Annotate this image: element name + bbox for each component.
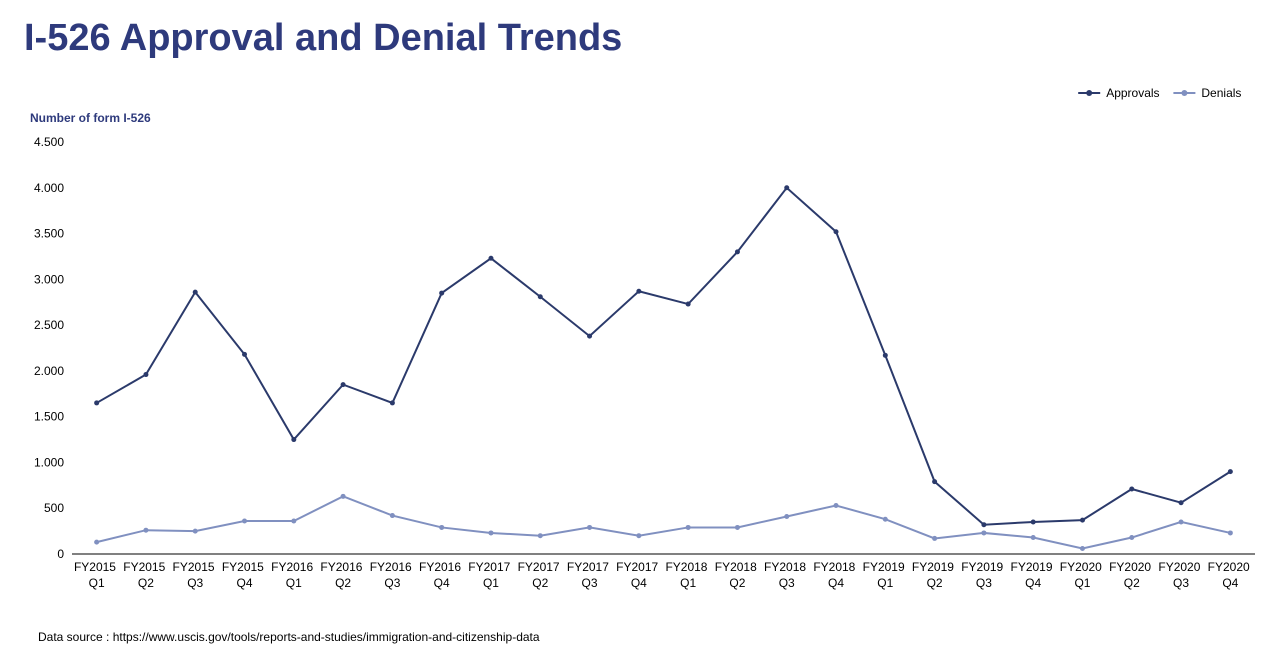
- y-tick-label: 4.000: [34, 181, 64, 195]
- point: [291, 518, 297, 524]
- x-tick-label: FY2019 Q3: [961, 560, 1006, 590]
- point: [488, 255, 494, 261]
- point: [882, 516, 888, 522]
- point: [587, 524, 593, 530]
- point: [143, 372, 149, 378]
- point: [734, 249, 740, 255]
- x-tick-label: FY2016 Q1: [271, 560, 316, 590]
- y-tick-label: 1.500: [34, 410, 64, 424]
- point: [537, 533, 543, 539]
- point: [340, 493, 346, 499]
- x-tick-label: FY2020 Q3: [1158, 560, 1203, 590]
- point: [1030, 535, 1036, 541]
- x-tick-label: FY2016 Q4: [419, 560, 464, 590]
- x-tick-label: FY2018 Q1: [665, 560, 710, 590]
- y-tick-label: 3.000: [34, 272, 64, 286]
- x-tick-label: FY2018 Q4: [813, 560, 858, 590]
- x-tick-label: FY2015 Q4: [222, 560, 267, 590]
- series-line: [96, 495, 1231, 550]
- x-tick-label: FY2017 Q4: [616, 560, 661, 590]
- point: [636, 288, 642, 294]
- legend-swatch: [1086, 90, 1093, 96]
- point: [94, 539, 100, 545]
- point: [340, 382, 346, 388]
- y-tick-label: 2.000: [34, 364, 64, 378]
- x-tick-label: FY2019 Q1: [863, 560, 908, 590]
- x-tick-label: FY2020 Q2: [1109, 560, 1154, 590]
- y-tick-label: 4.500: [34, 135, 64, 149]
- point: [192, 289, 198, 295]
- x-tick-label: FY2016 Q2: [320, 560, 365, 590]
- legend-label: Denials: [1201, 86, 1241, 100]
- x-tick-label: FY2017 Q1: [468, 560, 513, 590]
- point: [685, 524, 691, 530]
- y-tick-label: 2.500: [34, 318, 64, 332]
- point: [1178, 500, 1184, 506]
- y-tick-label: 1.000: [34, 455, 64, 469]
- x-tick-label: FY2019 Q4: [1011, 560, 1056, 590]
- x-tick-label: FY2020 Q4: [1208, 560, 1253, 590]
- point: [1129, 535, 1135, 541]
- point: [784, 185, 790, 191]
- point: [1129, 486, 1135, 492]
- point: [981, 522, 987, 528]
- point: [488, 530, 494, 536]
- point: [94, 400, 100, 406]
- y-tick-label: 0: [57, 547, 64, 561]
- point: [833, 502, 839, 508]
- point: [784, 513, 790, 519]
- point: [1030, 519, 1036, 525]
- point: [389, 400, 395, 406]
- x-tick-label: FY2018 Q2: [715, 560, 760, 590]
- series-line: [96, 186, 1231, 526]
- point: [439, 290, 445, 296]
- point: [587, 333, 593, 339]
- x-tick-label: FY2017 Q2: [518, 560, 563, 590]
- x-tick-label: FY2017 Q3: [567, 560, 612, 590]
- x-tick-label: FY2020 Q1: [1060, 560, 1105, 590]
- point: [242, 351, 248, 357]
- point: [143, 527, 149, 533]
- point: [1079, 517, 1085, 523]
- point: [636, 533, 642, 539]
- point: [981, 530, 987, 536]
- x-tick-label: FY2019 Q2: [912, 560, 957, 590]
- point: [537, 294, 543, 300]
- x-tick-label: FY2015 Q2: [123, 560, 168, 590]
- x-tick-label: FY2015 Q1: [74, 560, 119, 590]
- point: [833, 229, 839, 235]
- point: [192, 528, 198, 534]
- x-tick-label: FY2016 Q3: [370, 560, 415, 590]
- point: [1079, 546, 1085, 552]
- legend-swatch: [1181, 90, 1188, 96]
- point: [932, 535, 938, 541]
- point: [242, 518, 248, 524]
- y-axis-label: Number of form I-526: [30, 111, 151, 125]
- point: [685, 301, 691, 307]
- point: [1227, 530, 1233, 536]
- point: [439, 524, 445, 530]
- point: [734, 524, 740, 530]
- x-tick-label: FY2015 Q3: [173, 560, 218, 590]
- x-tick-label: FY2018 Q3: [764, 560, 809, 590]
- chart-title: I-526 Approval and Denial Trends: [24, 17, 622, 59]
- y-tick-label: 3.500: [34, 227, 64, 241]
- source-note: Data source : https://www.uscis.gov/tool…: [38, 630, 540, 644]
- point: [882, 352, 888, 358]
- point: [1227, 469, 1233, 475]
- point: [932, 479, 938, 485]
- y-tick-label: 500: [44, 501, 64, 515]
- point: [1178, 519, 1184, 525]
- point: [291, 437, 297, 443]
- legend-label: Approvals: [1106, 86, 1159, 100]
- point: [389, 513, 395, 519]
